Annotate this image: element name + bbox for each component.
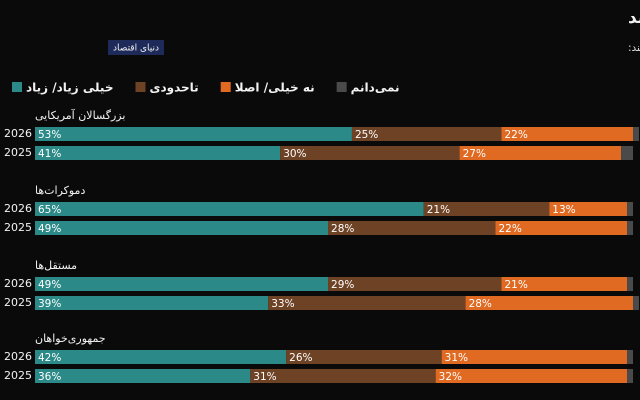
value-label: 22% <box>504 129 527 141</box>
bar-segment <box>465 296 634 310</box>
value-label: 27% <box>463 148 486 160</box>
legend-label: خیلی زیاد/ زیاد <box>26 81 113 95</box>
bar-segment <box>35 296 269 310</box>
group-label: مستقل‌ها <box>35 259 77 272</box>
logo-box <box>108 40 164 55</box>
legend-swatch <box>220 82 231 92</box>
value-label: 21% <box>427 204 450 216</box>
bar-segment <box>627 277 634 291</box>
y-tick-label: 2025 <box>4 146 32 159</box>
bar-segment <box>351 127 502 141</box>
bar-segment <box>501 127 634 141</box>
value-label: 26% <box>289 352 312 364</box>
y-tick-label: 2026 <box>4 127 32 140</box>
bar-segment <box>627 350 634 364</box>
bar-segment <box>268 296 466 310</box>
logo: دنیای اقتصاد <box>113 44 159 54</box>
y-tick-label: 2026 <box>4 350 32 363</box>
value-label: 22% <box>498 223 521 235</box>
value-label: 53% <box>38 129 61 141</box>
bar-segment <box>627 369 634 383</box>
bar-segment <box>286 350 442 364</box>
bar-segment <box>495 221 628 235</box>
value-label: 41% <box>38 148 61 160</box>
bar-segment <box>501 277 628 291</box>
bar-segment <box>35 369 251 383</box>
value-label: 29% <box>331 279 354 291</box>
bar-segment <box>280 146 460 160</box>
legend-label: نمی‌دانم <box>351 81 400 95</box>
y-tick-label: 2026 <box>4 202 32 215</box>
bar-segment <box>435 369 628 383</box>
value-label: 49% <box>38 223 61 235</box>
value-label: 13% <box>552 204 575 216</box>
bar-segment <box>633 296 639 310</box>
bar-segment <box>328 221 496 235</box>
bar-segment <box>35 146 281 160</box>
value-label: 42% <box>38 352 61 364</box>
group-label: جمهوری‌خواهان <box>35 332 106 345</box>
value-label: 31% <box>445 352 468 364</box>
bar-segment <box>423 202 550 216</box>
value-label: 49% <box>38 279 61 291</box>
value-label: 25% <box>355 129 378 141</box>
bar-segment <box>35 221 329 235</box>
legend-swatch <box>12 82 22 92</box>
group-label: بزرگسالان آمریکایی <box>35 108 125 122</box>
bar-segment <box>35 127 352 141</box>
y-tick-label: 2025 <box>4 221 32 234</box>
bar-segment <box>250 369 436 383</box>
bar-segment <box>35 202 424 216</box>
y-tick-label: 2025 <box>4 296 32 309</box>
value-label: 30% <box>283 148 306 160</box>
legend-label: تاحدودی <box>149 81 198 96</box>
bar-segment <box>627 202 634 216</box>
legend-swatch <box>135 82 146 92</box>
bar-segment <box>633 127 639 141</box>
legend-label: نه خیلی/ اصلا <box>235 81 315 95</box>
value-label: 21% <box>504 279 527 291</box>
value-label: 33% <box>271 298 294 310</box>
bar-segment <box>35 277 329 291</box>
value-label: 31% <box>253 371 276 383</box>
bar-segment <box>459 146 622 160</box>
value-label: 39% <box>38 298 61 310</box>
value-label: 28% <box>469 298 492 310</box>
value-label: 32% <box>439 371 462 383</box>
chart-subtitle: درصد بزرگسالان آمریکایی که نگران تاثیرات… <box>628 41 640 54</box>
bar-segment <box>621 146 634 160</box>
bar-segment <box>549 202 628 216</box>
bar-segment <box>627 221 634 235</box>
y-tick-label: 2026 <box>4 277 32 290</box>
bar-segment <box>441 350 628 364</box>
chart-title: بیشتر آمریکایی‌ها نگران تاثیرات زیست‌محی… <box>628 6 640 28</box>
value-label: 36% <box>38 371 61 383</box>
bar-segment <box>35 350 287 364</box>
value-label: 65% <box>38 204 61 216</box>
group-label: دموکرات‌ها <box>35 184 85 197</box>
value-label: 28% <box>331 223 354 235</box>
y-tick-label: 2025 <box>4 369 32 382</box>
legend-swatch <box>336 82 347 92</box>
bar-segment <box>328 277 502 291</box>
